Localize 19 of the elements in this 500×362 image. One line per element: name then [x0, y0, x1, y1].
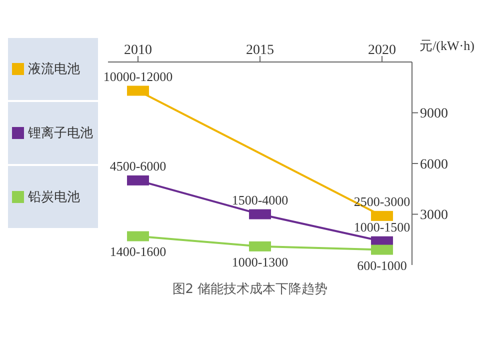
x-tick-label: 2010 [124, 43, 152, 58]
y-axis-title: 元/(kW·h) [420, 38, 474, 53]
legend-label: 液流电池 [28, 60, 80, 78]
data-label: 2500-3000 [354, 194, 410, 209]
data-label: 4500-6000 [110, 158, 166, 174]
data-label: 600-1000 [357, 258, 407, 273]
data-label: 10000-12000 [103, 68, 173, 84]
data-label: 1500-4000 [232, 192, 288, 208]
legend-label: 锂离子电池 [28, 124, 93, 142]
y-tick-label: 6000 [420, 157, 448, 172]
x-tick-label: 2015 [246, 43, 274, 58]
data-label: 1400-1600 [110, 244, 166, 260]
data-label: 1000-1500 [354, 219, 410, 234]
y-tick-label: 3000 [420, 208, 448, 224]
x-tick-label: 2020 [368, 43, 396, 58]
data-label: 1000-1300 [232, 254, 288, 270]
legend-label: 铅炭电池 [28, 188, 80, 206]
caption: 图2 储能技术成本下降趋势 [171, 281, 329, 298]
y-tick-label: 9000 [420, 106, 448, 122]
